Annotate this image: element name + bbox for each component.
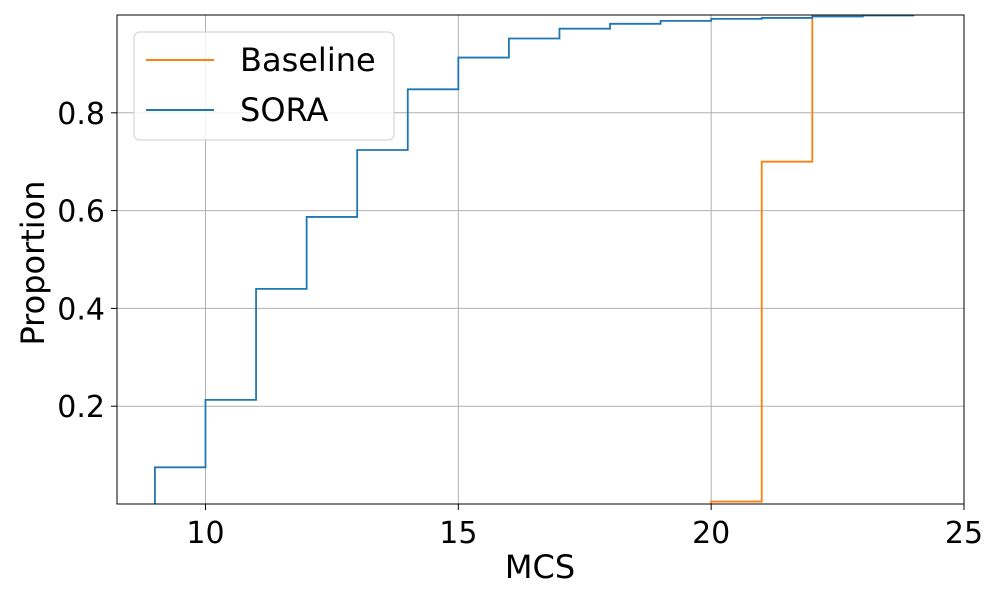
x-axis-ticks: 10 15 20 25 — [186, 504, 983, 551]
series-layer — [154, 14, 915, 504]
series-line-sora — [154, 14, 915, 504]
y-tick-label: 0.8 — [57, 97, 105, 132]
y-axis-label: Proportion — [14, 180, 52, 345]
legend: Baseline SORA — [133, 31, 395, 141]
x-axis-label: MCS — [505, 548, 575, 586]
y-tick-label: 0.6 — [57, 195, 105, 230]
legend-label-sora: SORA — [240, 91, 328, 129]
x-tick-label: 15 — [439, 516, 477, 551]
legend-label-baseline: Baseline — [240, 41, 376, 79]
x-tick-label: 20 — [692, 516, 730, 551]
x-tick-label: 10 — [186, 516, 224, 551]
x-tick-label: 25 — [945, 516, 983, 551]
y-axis-ticks: 0.2 0.4 0.6 0.8 — [57, 97, 117, 425]
plot-area-frame — [116, 14, 965, 505]
y-tick-label: 0.4 — [57, 292, 105, 327]
series-line-baseline — [710, 15, 814, 504]
y-tick-label: 0.2 — [57, 390, 105, 425]
